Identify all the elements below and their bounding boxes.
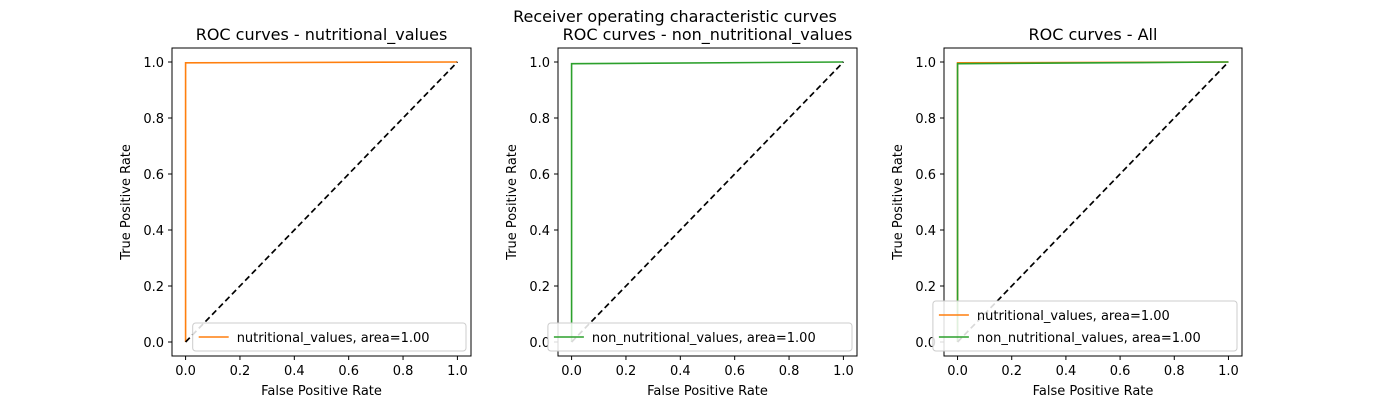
plot-area (570, 61, 845, 343)
y-tick-label: 0.4 (915, 224, 936, 239)
x-tick-label: 0.8 (779, 364, 800, 379)
x-axis-label: False Positive Rate (647, 384, 768, 399)
x-tick-label: 0.0 (175, 364, 196, 379)
x-tick-label: 0.4 (670, 364, 691, 379)
roc-series-line (956, 61, 1229, 342)
y-tick-label: 0.0 (143, 336, 164, 351)
legend: nutritional_values, area=1.00 (192, 322, 467, 352)
axes-frame (557, 47, 858, 357)
x-tick-label: 0.6 (1110, 364, 1131, 379)
x-axis-label: False Positive Rate (1033, 384, 1154, 399)
x-tick-label: 0.6 (724, 364, 745, 379)
axes-frame (171, 47, 472, 357)
x-tick-label: 1.0 (1218, 364, 1239, 379)
y-axis-label: True Positive Rate (505, 144, 520, 261)
y-tick-label: 0.8 (529, 112, 550, 127)
panel-title: ROC curves - non_nutritional_values (563, 25, 853, 45)
y-tick-label: 0.6 (915, 168, 936, 183)
y-tick-label: 0.0 (529, 336, 550, 351)
y-tick-label: 0.2 (915, 280, 936, 295)
panel-title: ROC curves - All (1029, 25, 1158, 44)
x-tick-label: 0.0 (947, 364, 968, 379)
roc-series-line (570, 61, 844, 342)
y-tick-label: 0.2 (143, 280, 164, 295)
y-tick-label: 1.0 (915, 56, 936, 71)
x-tick-label: 0.2 (230, 364, 251, 379)
y-tick-label: 0.6 (529, 168, 550, 183)
legend-box (547, 322, 853, 352)
legend-entry-label: non_nutritional_values, area=1.00 (592, 331, 816, 346)
x-tick-label: 0.2 (616, 364, 637, 379)
y-tick-label: 0.0 (915, 336, 936, 351)
x-tick-label: 1.0 (833, 364, 854, 379)
y-tick-label: 0.6 (143, 168, 164, 183)
x-tick-label: 0.8 (393, 364, 414, 379)
roc-series-line (184, 61, 458, 342)
x-tick-label: 1.0 (447, 364, 468, 379)
figure-suptitle: Receiver operating characteristic curves (513, 7, 837, 26)
y-tick-label: 0.2 (529, 280, 550, 295)
legend: non_nutritional_values, area=1.00 (547, 322, 853, 352)
legend: nutritional_values, area=1.00 non_nutriti… (932, 300, 1238, 352)
legend-box (932, 300, 1238, 352)
roc-panel-2: ROC curves - non_nutritional_values 0.0 0.… (505, 25, 858, 399)
y-axis-label: True Positive Rate (891, 144, 906, 261)
chance-diagonal-line (570, 61, 845, 343)
chance-diagonal-line (184, 61, 459, 343)
roc-panel-1: ROC curves - nutritional_values 0.0 0.2 0.4… (119, 25, 472, 399)
x-tick-label: 0.2 (1001, 364, 1022, 379)
y-tick-label: 0.8 (915, 112, 936, 127)
plot-area (956, 61, 1230, 343)
legend-entry-label: nutritional_values, area=1.00 (237, 331, 430, 346)
y-tick-label: 1.0 (143, 56, 164, 71)
y-tick-label: 0.8 (143, 112, 164, 127)
roc-panel-3: ROC curves - All 0.0 0.2 0.4 0.6 0.8 1.0 0.0 0.2… (891, 25, 1243, 399)
x-tick-label: 0.0 (561, 364, 582, 379)
x-tick-label: 0.4 (1056, 364, 1077, 379)
x-tick-label: 0.4 (284, 364, 305, 379)
x-tick-label: 0.6 (338, 364, 359, 379)
chance-diagonal-line (956, 61, 1230, 343)
x-axis-label: False Positive Rate (261, 384, 382, 399)
subplot-panels: ROC curves - nutritional_values 0.0 0.2 0.4… (119, 25, 1243, 399)
plot-area (184, 61, 459, 343)
x-tick-label: 0.8 (1164, 364, 1185, 379)
axes-frame (943, 47, 1243, 357)
y-tick-label: 0.4 (143, 224, 164, 239)
y-tick-label: 0.4 (529, 224, 550, 239)
y-axis-label: True Positive Rate (119, 144, 134, 261)
panel-title: ROC curves - nutritional_values (196, 25, 448, 45)
y-tick-label: 1.0 (529, 56, 550, 71)
legend-box (192, 322, 467, 352)
legend-entry-label: nutritional_values, area=1.00 (977, 309, 1170, 324)
legend-entry-label: non_nutritional_values, area=1.00 (977, 331, 1201, 346)
